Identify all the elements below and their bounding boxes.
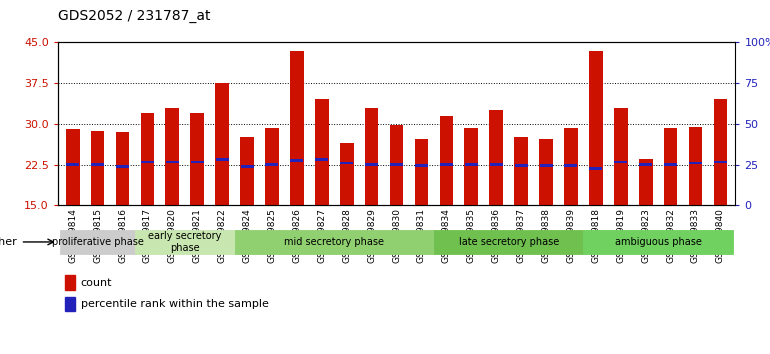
Bar (315, 99, 329, 205)
Text: late secretory phase: late secretory phase (458, 237, 559, 247)
Bar (116, 165, 129, 167)
Bar (390, 163, 403, 166)
Bar (514, 137, 528, 205)
Text: other: other (0, 237, 17, 247)
Bar (166, 108, 179, 205)
Bar (141, 161, 154, 163)
Bar (614, 108, 628, 205)
Bar (664, 128, 678, 205)
Bar (365, 163, 378, 166)
Bar (440, 163, 453, 166)
Text: GDS2052 / 231787_at: GDS2052 / 231787_at (58, 9, 210, 23)
Bar (135, 230, 235, 254)
Bar (564, 164, 578, 167)
Bar (240, 165, 253, 167)
Bar (589, 167, 602, 170)
Bar (191, 161, 204, 163)
Bar (340, 162, 353, 164)
Bar (464, 128, 478, 205)
Bar (190, 113, 204, 205)
Bar (589, 51, 603, 205)
Bar (65, 297, 75, 311)
Bar (639, 163, 652, 166)
Bar (266, 163, 279, 166)
Bar (564, 128, 578, 205)
Text: count: count (81, 278, 112, 288)
Text: ambiguous phase: ambiguous phase (614, 237, 701, 247)
Text: mid secretory phase: mid secretory phase (284, 237, 384, 247)
Bar (216, 158, 229, 161)
Bar (714, 99, 727, 205)
Bar (290, 51, 303, 205)
Bar (514, 164, 527, 167)
Bar (490, 163, 503, 166)
Bar (639, 159, 652, 205)
Bar (66, 163, 79, 166)
Bar (365, 108, 379, 205)
Bar (315, 158, 328, 161)
Bar (414, 139, 428, 205)
Bar (415, 164, 428, 167)
Bar (440, 116, 454, 205)
Bar (714, 161, 727, 163)
Bar (91, 163, 104, 166)
Bar (490, 110, 503, 205)
Bar (116, 132, 129, 205)
Bar (390, 125, 403, 205)
Bar (66, 129, 79, 205)
Text: early secretory
phase: early secretory phase (148, 231, 222, 253)
Bar (689, 162, 702, 164)
Bar (216, 83, 229, 205)
Bar (434, 230, 584, 254)
Text: percentile rank within the sample: percentile rank within the sample (81, 299, 269, 309)
Bar (664, 163, 677, 166)
Bar (465, 163, 478, 166)
Bar (688, 127, 702, 205)
Bar (166, 161, 179, 163)
Bar (60, 230, 135, 254)
Bar (584, 230, 733, 254)
Bar (540, 164, 553, 167)
Bar (290, 159, 303, 162)
Bar (240, 137, 254, 205)
Bar (91, 131, 105, 205)
Bar (340, 143, 353, 205)
Bar (235, 230, 434, 254)
Bar (65, 275, 75, 290)
Text: proliferative phase: proliferative phase (52, 237, 143, 247)
Bar (141, 113, 154, 205)
Bar (614, 161, 628, 163)
Bar (539, 138, 553, 205)
Bar (265, 128, 279, 205)
